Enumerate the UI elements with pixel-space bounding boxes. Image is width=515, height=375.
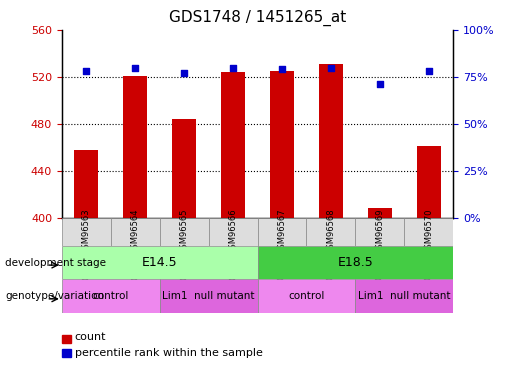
Point — [327, 64, 335, 70]
Text: count: count — [75, 333, 106, 342]
Text: GSM96567: GSM96567 — [278, 209, 286, 254]
Text: GSM96565: GSM96565 — [180, 209, 188, 254]
Text: E18.5: E18.5 — [337, 256, 373, 269]
FancyBboxPatch shape — [355, 217, 404, 246]
FancyBboxPatch shape — [160, 217, 209, 246]
FancyBboxPatch shape — [258, 279, 355, 313]
FancyBboxPatch shape — [62, 279, 160, 313]
FancyBboxPatch shape — [62, 217, 111, 246]
FancyBboxPatch shape — [258, 246, 453, 279]
Text: GSM96570: GSM96570 — [424, 209, 433, 254]
Bar — [368, 208, 392, 218]
Bar — [74, 150, 98, 217]
Point — [375, 81, 384, 87]
Bar — [172, 119, 196, 218]
FancyBboxPatch shape — [209, 217, 258, 246]
Text: control: control — [93, 291, 129, 301]
Text: GSM96568: GSM96568 — [327, 209, 335, 254]
FancyBboxPatch shape — [111, 217, 160, 246]
Text: Lim1  null mutant: Lim1 null mutant — [358, 291, 451, 301]
Text: percentile rank within the sample: percentile rank within the sample — [75, 348, 263, 357]
Text: GSM96564: GSM96564 — [131, 209, 140, 254]
Point — [229, 64, 237, 70]
Title: GDS1748 / 1451265_at: GDS1748 / 1451265_at — [169, 10, 346, 26]
Bar — [270, 71, 294, 217]
Text: genotype/variation: genotype/variation — [5, 291, 104, 301]
Bar — [221, 72, 245, 217]
FancyBboxPatch shape — [306, 217, 355, 246]
Text: GSM96569: GSM96569 — [375, 209, 384, 254]
Point — [424, 68, 433, 74]
Text: GSM96563: GSM96563 — [82, 209, 91, 254]
Text: GSM96566: GSM96566 — [229, 209, 237, 254]
Text: control: control — [288, 291, 324, 301]
FancyBboxPatch shape — [258, 217, 306, 246]
Point — [82, 68, 91, 74]
Bar — [123, 76, 147, 217]
Point — [131, 64, 139, 70]
FancyBboxPatch shape — [62, 246, 258, 279]
Point — [278, 66, 286, 72]
Text: E14.5: E14.5 — [142, 256, 178, 269]
FancyBboxPatch shape — [404, 217, 453, 246]
Text: development stage: development stage — [5, 258, 106, 267]
Bar — [417, 146, 441, 218]
Bar — [319, 64, 343, 217]
FancyBboxPatch shape — [160, 279, 258, 313]
Point — [180, 70, 188, 76]
Text: Lim1  null mutant: Lim1 null mutant — [162, 291, 255, 301]
FancyBboxPatch shape — [355, 279, 453, 313]
